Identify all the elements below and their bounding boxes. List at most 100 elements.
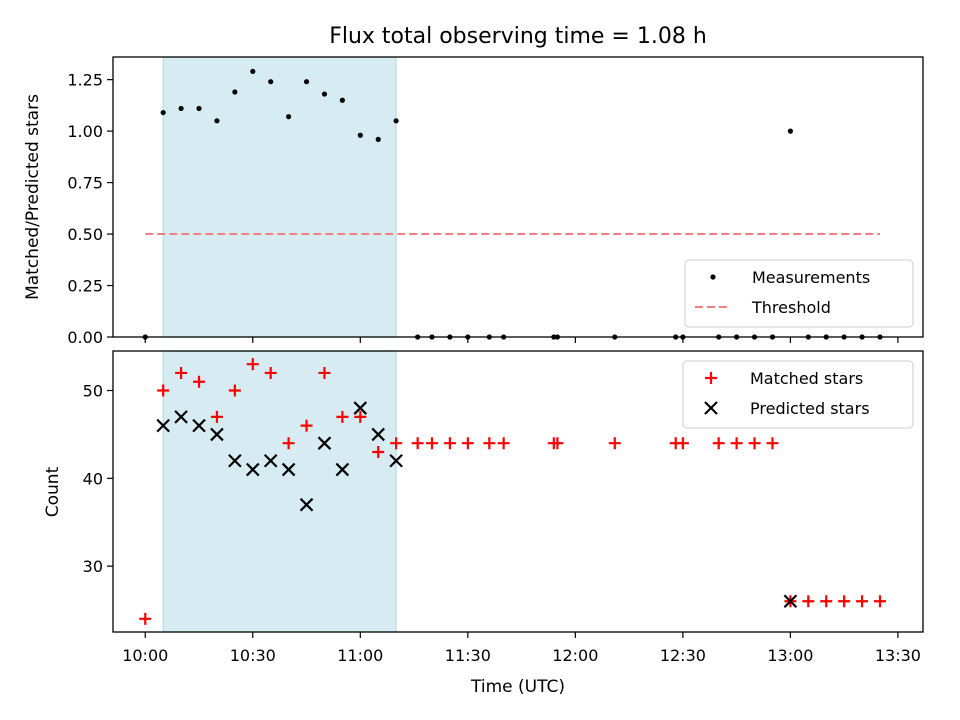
measurements-point	[321, 91, 328, 97]
bottom-panel: 30 40 50 10:00 10:30 11:00 11:30 12:00 12:30 13:0…	[43, 350, 924, 697]
measurements-point	[357, 132, 363, 138]
matched-stars-point	[210, 410, 223, 423]
predicted-stars-point	[174, 410, 188, 424]
top-axes-frame	[112, 56, 924, 338]
predicted-stars-point	[353, 401, 368, 415]
bottom-legend: Matched stars Predicted stars	[682, 360, 914, 429]
predicted-stars-point	[263, 453, 278, 468]
legend-box	[684, 259, 914, 328]
matched-stars-point	[318, 366, 331, 379]
matched-stars-point	[551, 437, 564, 450]
matched-stars-point	[390, 437, 403, 450]
top-ylabel: Matched/Predicted stars	[23, 94, 43, 300]
predicted-stars-point	[281, 462, 296, 477]
chart-title: Flux total observing time = 1.08 h	[329, 24, 707, 49]
xtick-label: 10:00	[122, 646, 168, 665]
ytick-label: 1.00	[67, 122, 103, 141]
matched-stars-point	[766, 437, 779, 450]
predicted-stars-point	[192, 418, 206, 433]
predicted-stars-point	[210, 427, 224, 442]
measurements-point	[250, 68, 256, 75]
matched-stars-point	[443, 437, 456, 450]
matched-stars-point	[730, 437, 743, 450]
top-legend: Measurements Threshold	[684, 259, 914, 328]
xtick-label: 12:30	[660, 646, 706, 665]
legend-label: Measurements	[752, 268, 870, 287]
predicted-stars-point	[299, 497, 314, 512]
matched-stars-point	[483, 437, 496, 450]
matched-stars-point	[336, 410, 349, 423]
top-series-layer	[142, 68, 883, 340]
matched-stars-point	[157, 384, 170, 397]
predicted-stars-point	[228, 453, 242, 468]
xtick-label: 11:00	[337, 646, 383, 665]
matched-stars-point	[856, 595, 869, 608]
matched-stars-point	[175, 366, 188, 379]
top-shaded-region	[162, 56, 397, 338]
measurements-point	[160, 109, 166, 116]
matched-stars-point	[228, 384, 241, 397]
xtick-label: 13:00	[767, 646, 813, 665]
matched-stars-point	[264, 366, 277, 379]
matched-stars-point	[838, 595, 851, 608]
xtick-label: 11:30	[445, 646, 491, 665]
matched-stars-point	[246, 358, 259, 371]
matched-stars-point	[300, 419, 313, 432]
matched-stars-point	[873, 595, 886, 608]
matched-stars-point	[748, 437, 761, 450]
predicted-stars-point	[783, 594, 798, 609]
predicted-stars-point	[156, 418, 170, 433]
matched-stars-point	[608, 437, 621, 450]
ytick-label: 40	[83, 469, 103, 488]
measurements-point	[178, 105, 184, 112]
xtick-label: 10:30	[230, 646, 276, 665]
matched-stars-point	[139, 612, 152, 625]
ytick-label: 0.50	[67, 225, 103, 244]
matched-stars-point	[820, 595, 833, 608]
measurements-point	[286, 114, 292, 120]
ytick-label: 50	[83, 382, 103, 401]
legend-measurements-swatch	[710, 274, 716, 280]
predicted-stars-point	[317, 436, 332, 450]
bottom-axes-frame	[112, 350, 924, 633]
legend-label: Matched stars	[750, 369, 863, 388]
measurements-point	[232, 89, 238, 95]
bottom-shaded-region	[162, 350, 397, 633]
bottom-ylabel: Count	[43, 466, 63, 517]
matched-stars-point	[354, 410, 367, 423]
ytick-label: 30	[83, 557, 103, 576]
matched-stars-point	[676, 437, 689, 450]
matched-stars-point	[193, 375, 206, 388]
legend-matched-stars-swatch	[705, 372, 717, 384]
predicted-stars-point	[246, 462, 260, 477]
predicted-stars-point	[371, 427, 385, 442]
bottom-series-layer	[139, 358, 886, 625]
predicted-stars-point	[389, 453, 403, 468]
matched-stars-point	[712, 437, 725, 450]
bottom-axis-ticks: 30 40 50 10:00 10:30 11:00 11:30 12:00 12:30 13:0…	[83, 382, 921, 665]
predicted-stars-point	[335, 462, 350, 477]
measurements-point	[303, 79, 310, 85]
measurements-point	[787, 128, 793, 134]
xtick-label: 12:00	[552, 646, 598, 665]
ytick-label: 0.75	[67, 174, 103, 193]
measurements-point	[339, 97, 345, 103]
ytick-label: 0.00	[67, 328, 103, 347]
ytick-label: 1.25	[67, 71, 103, 90]
top-panel: Flux total observing time = 1.08 h 0.00 0…	[23, 24, 924, 347]
legend-predicted-stars-swatch	[704, 401, 718, 415]
matched-stars-point	[425, 437, 438, 450]
matched-stars-point	[497, 437, 510, 450]
matched-stars-point	[372, 445, 385, 458]
measurements-point	[268, 79, 274, 85]
measurements-point	[214, 118, 220, 124]
bottom-xlabel: Time (UTC)	[470, 677, 565, 697]
measurements-point	[393, 118, 399, 124]
legend-label: Predicted stars	[750, 399, 870, 418]
top-axis-ticks: 0.00 0.25 0.50 0.75 1.00 1.25	[67, 71, 899, 347]
legend-box	[682, 360, 914, 429]
measurements-point	[375, 136, 381, 142]
matched-stars-point	[461, 437, 474, 450]
matched-stars-point	[802, 595, 815, 608]
